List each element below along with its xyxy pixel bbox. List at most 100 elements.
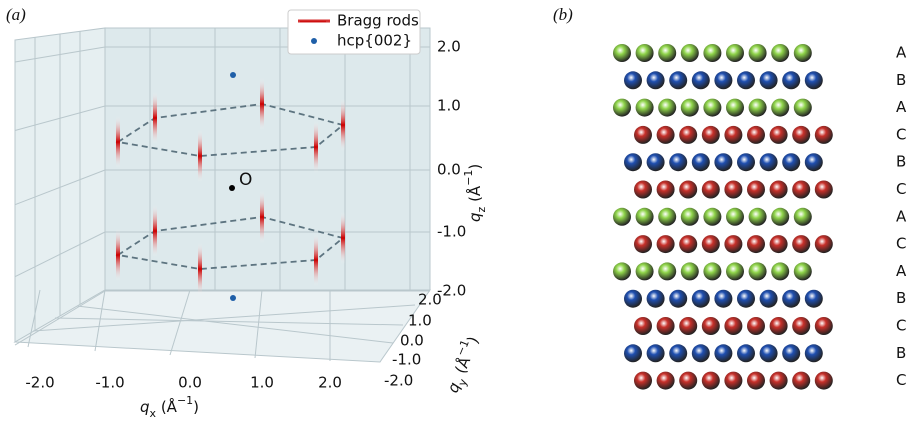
grid-line (254, 289, 263, 359)
atom (724, 180, 743, 199)
legend: Bragg rods hcp{002} (287, 9, 421, 55)
atom (726, 98, 744, 117)
atom (792, 235, 811, 254)
qx-tick-label: -1.0 (95, 374, 124, 392)
atom (679, 371, 698, 390)
atom (759, 71, 778, 90)
bragg-rod (314, 121, 318, 173)
atom (658, 262, 677, 281)
hexagons (115, 78, 345, 295)
atom (724, 235, 743, 254)
atom (635, 44, 654, 62)
layer-label: B (896, 289, 906, 307)
atom (613, 98, 631, 117)
grid-line (32, 304, 416, 332)
atom (782, 153, 801, 172)
atom (646, 153, 665, 172)
qz-tick-label: -1.0 (437, 223, 466, 241)
atom (793, 98, 812, 117)
atom (613, 44, 631, 62)
atom (724, 371, 743, 390)
axis-label-part: (Å (465, 185, 484, 207)
atom (792, 180, 811, 199)
bragg-rod (341, 212, 345, 264)
atom (769, 180, 788, 199)
atom (714, 71, 733, 90)
atom (624, 289, 642, 308)
qx-tick-label: 1.0 (250, 374, 274, 392)
grid-line (94, 289, 106, 352)
atom (680, 262, 699, 281)
atom (635, 262, 654, 281)
atom (679, 317, 698, 335)
atom (703, 98, 722, 117)
layer-label: A (896, 98, 907, 116)
qz-tick-label: -2.0 (437, 282, 466, 300)
axis-label-part: z (475, 206, 488, 212)
layer-label: A (896, 262, 907, 280)
atom (724, 317, 743, 335)
atom (804, 289, 823, 308)
atom (635, 207, 654, 226)
atom (701, 317, 720, 335)
atom (634, 235, 652, 254)
atom (656, 371, 675, 390)
atom (658, 44, 677, 62)
stacking (613, 44, 833, 390)
layer-label: C (896, 180, 906, 198)
origin-label: O (239, 170, 252, 190)
atom (634, 180, 652, 199)
atom (679, 235, 698, 254)
atom (714, 344, 733, 363)
atom (701, 180, 720, 199)
atom (759, 289, 778, 308)
atom (804, 153, 823, 172)
atom (669, 289, 688, 308)
axis-label-part: (Å (156, 397, 178, 416)
axis-label-part: (Å (448, 353, 474, 380)
hcp-point (230, 295, 236, 301)
axis-label: qy (Å−1) (439, 332, 485, 396)
atom (747, 371, 765, 390)
atom (646, 289, 665, 308)
grid-line (27, 289, 41, 348)
atom (656, 125, 675, 144)
atom (679, 180, 698, 199)
plot-box (13, 27, 431, 363)
atom (624, 71, 642, 90)
atom (771, 98, 790, 117)
qx-tick-label: 2.0 (318, 374, 342, 392)
atom (669, 71, 688, 90)
atom (726, 44, 744, 62)
grid-line (76, 305, 394, 344)
atom (782, 344, 801, 363)
hcp-point (230, 72, 236, 78)
panel-label: (b) (553, 5, 573, 24)
atom (748, 98, 767, 117)
qy-tick-label: 2.0 (418, 291, 442, 309)
atom (814, 371, 833, 390)
atom (792, 317, 811, 335)
qz-tick-label: 0.0 (437, 161, 461, 179)
atom (804, 344, 823, 363)
axis-label-part: ) (193, 398, 199, 416)
origin-point (229, 185, 235, 191)
atom (703, 44, 722, 62)
atom (703, 262, 722, 281)
axis-label-part: q (140, 398, 150, 416)
axis-label-part: q (466, 212, 484, 222)
qy-tick-label: -1.0 (392, 351, 421, 369)
atom (680, 207, 699, 226)
axis-label: qx (Å−1) (140, 394, 199, 420)
atom (669, 344, 688, 363)
atom (769, 235, 788, 254)
bragg-rod (116, 229, 120, 281)
atom (782, 289, 801, 308)
atom (737, 289, 755, 308)
layer-label: C (896, 125, 906, 143)
atom (656, 180, 675, 199)
grid-line (169, 289, 191, 356)
atom (814, 180, 833, 199)
atom (782, 71, 801, 90)
axis-label-part: −1 (453, 338, 471, 358)
